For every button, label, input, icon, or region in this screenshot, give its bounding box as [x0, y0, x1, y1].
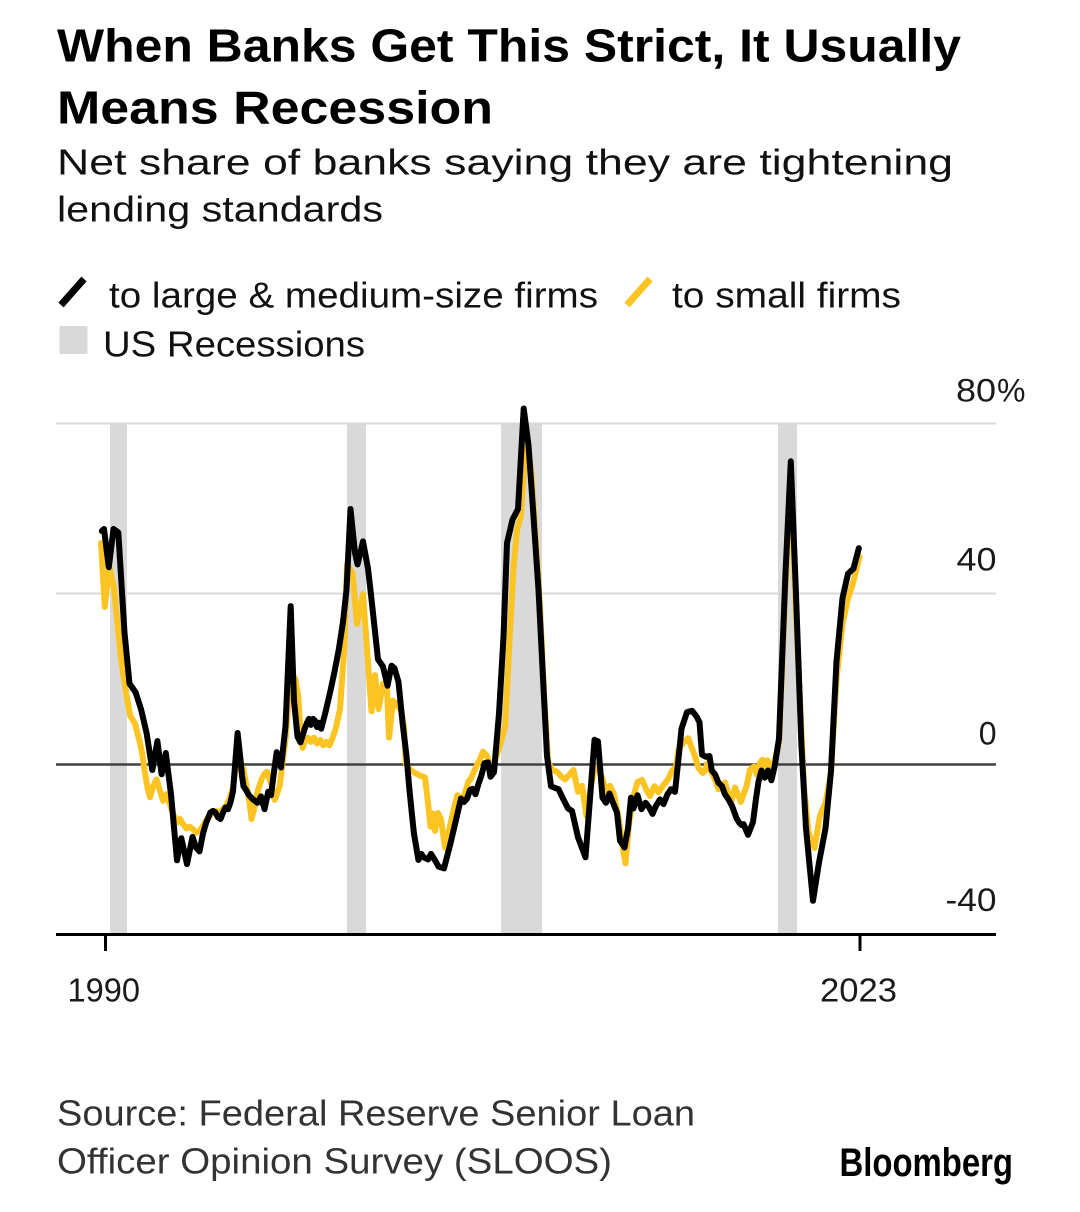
svg-text:Bloomberg: Bloomberg — [840, 1141, 1014, 1185]
svg-text:lending standards: lending standards — [57, 189, 383, 230]
svg-text:to small firms: to small firms — [672, 275, 901, 316]
svg-text:Source: Federal Reserve Senior: Source: Federal Reserve Senior Loan — [57, 1093, 695, 1134]
svg-text:to large & medium-size firms: to large & medium-size firms — [109, 275, 598, 316]
svg-text:US Recessions: US Recessions — [103, 324, 365, 365]
svg-text:Officer Opinion Survey (SLOOS): Officer Opinion Survey (SLOOS) — [57, 1141, 612, 1182]
svg-text:Means Recession: Means Recession — [57, 82, 493, 134]
svg-text:1990: 1990 — [68, 972, 141, 1009]
svg-text:-40: -40 — [946, 882, 997, 918]
svg-text:When Banks Get This Strict, It: When Banks Get This Strict, It Usually — [57, 20, 961, 72]
svg-text:80: 80 — [956, 373, 996, 409]
svg-text:Net share of banks saying they: Net share of banks saying they are tight… — [57, 142, 953, 183]
svg-text:0: 0 — [979, 716, 997, 752]
svg-text:2023: 2023 — [820, 972, 897, 1009]
svg-text:%: % — [997, 373, 1025, 409]
svg-text:40: 40 — [957, 542, 997, 578]
